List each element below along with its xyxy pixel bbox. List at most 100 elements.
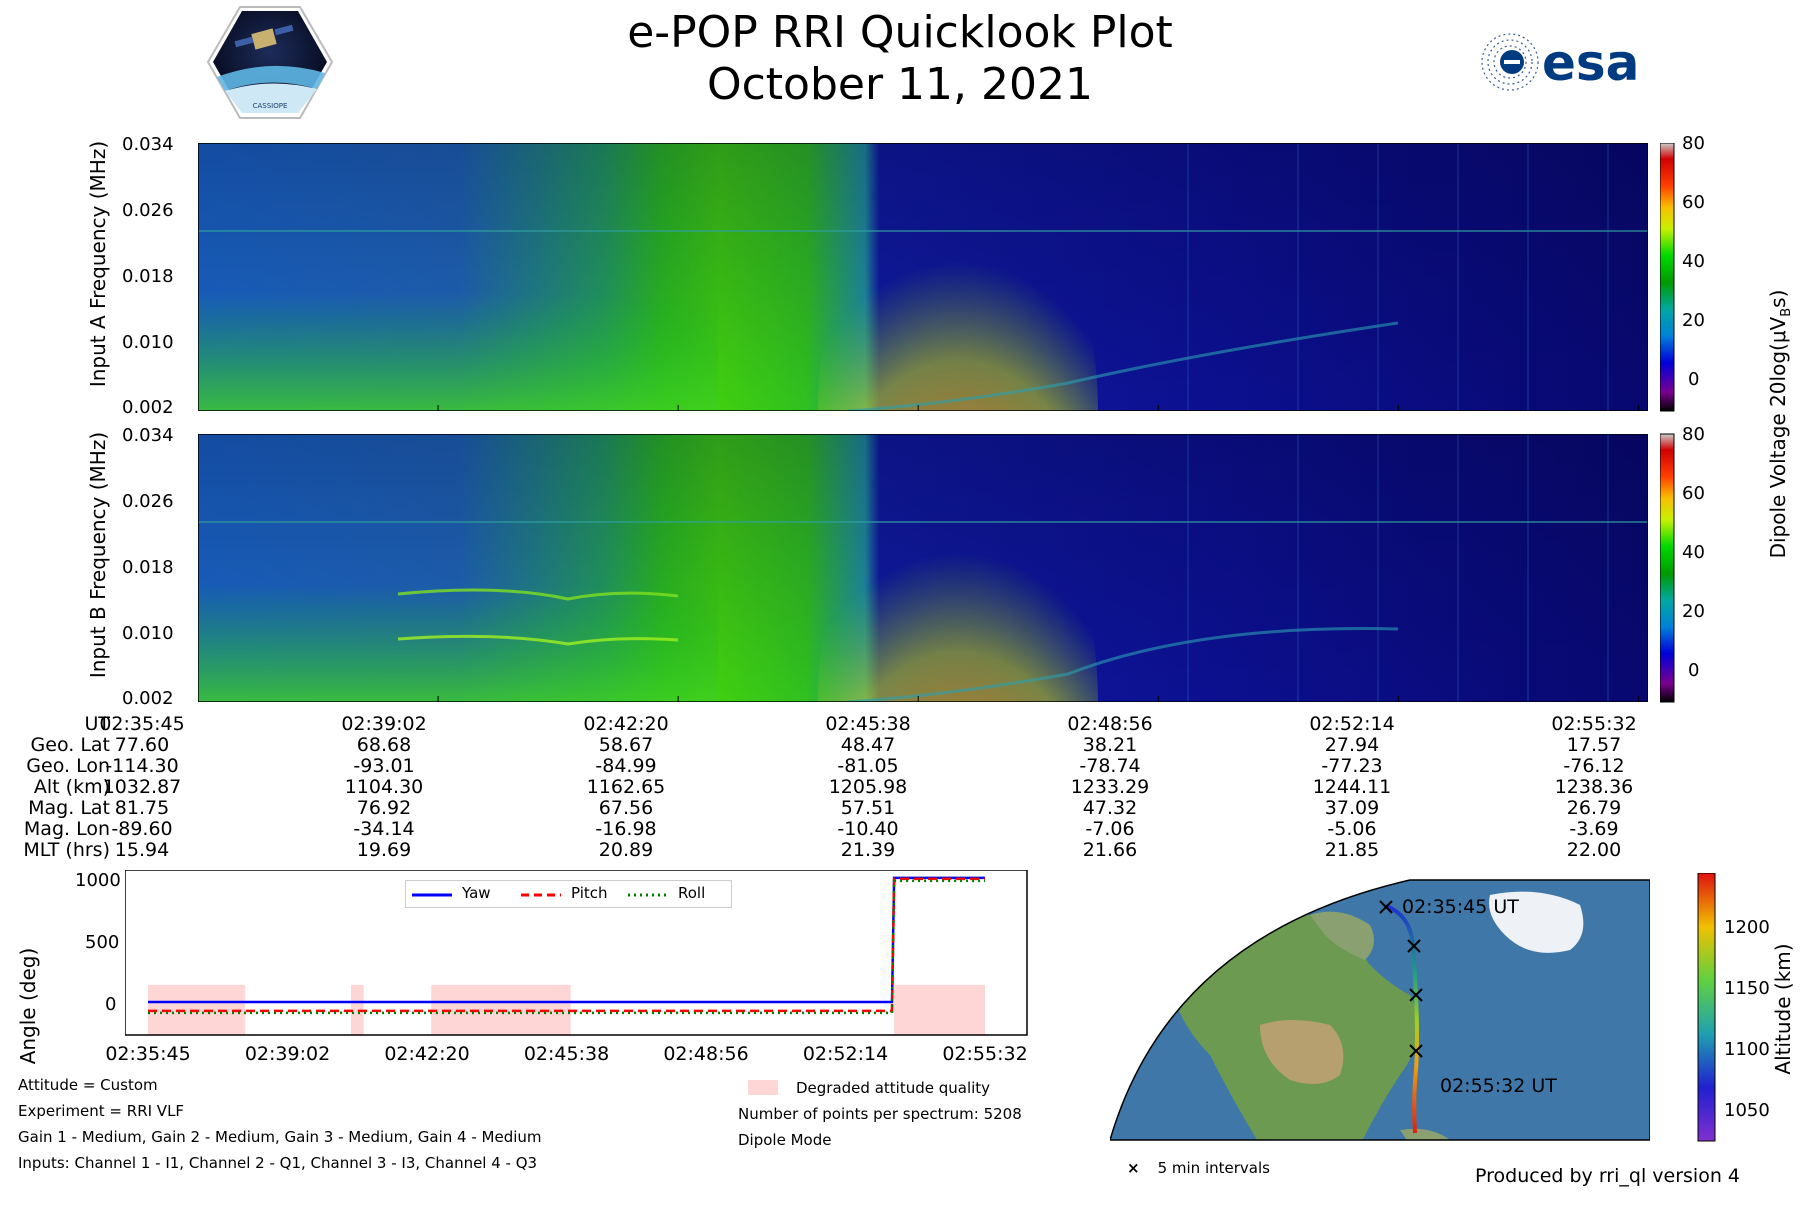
legend-roll-swatch — [628, 893, 668, 897]
ephemeris-column: 02:55:32 17.57 -76.12 1238.36 26.79 -3.69 22.0… — [1524, 714, 1664, 861]
colorbar — [1660, 143, 1675, 703]
ytick-b-3: 0.010 — [122, 623, 174, 644]
eph-label-alt: Alt (km) — [33, 776, 110, 798]
info-left: Attitude = Custom Experiment = RRI VLF G… — [18, 1072, 542, 1176]
ephemeris-cell: -5.06 — [1327, 818, 1377, 840]
attitude-chart — [125, 870, 1028, 1036]
cbar-a-tick-0: 80 — [1682, 133, 1705, 154]
ephemeris-table: UT Geo. Lat Geo. Lon Alt (km) Mag. Lat M… — [0, 714, 1800, 864]
ephemeris-column: 02:52:14 27.94 -77.23 1244.11 37.09 -5.06 21.8… — [1282, 714, 1422, 861]
degraded-label: Degraded attitude quality — [796, 1079, 991, 1097]
ephemeris-cell: -89.60 — [111, 818, 173, 840]
ephemeris-cell: 37.09 — [1324, 797, 1380, 819]
attitude-xtick: 02:52:14 — [802, 1043, 889, 1065]
ephemeris-cell: 21.85 — [1324, 839, 1380, 861]
legend-pitch-swatch — [521, 893, 561, 897]
ytick-a-2: 0.018 — [122, 266, 174, 287]
eph-label-geo-lat: Geo. Lat — [30, 734, 110, 756]
series-pitch-line — [148, 877, 985, 1013]
map-start-label: 02:35:45 UT — [1402, 896, 1519, 918]
ephemeris-cell: 68.68 — [356, 734, 412, 756]
ephemeris-cell: 22.00 — [1566, 839, 1622, 861]
orbit-map — [1110, 879, 1650, 1141]
colorbar-label-end: s) — [1766, 289, 1790, 308]
ephemeris-cell: 47.32 — [1082, 797, 1138, 819]
ephemeris-column: 02:39:02 68.68 -93.01 1104.30 76.92 -34.14 19.… — [314, 714, 454, 861]
ephemeris-cell: 19.69 — [356, 839, 412, 861]
ephemeris-cell: 58.67 — [598, 734, 654, 756]
spectrogram-a — [198, 143, 1648, 411]
ephemeris-cell: -78.74 — [1079, 755, 1141, 777]
ephemeris-cell: 77.60 — [114, 734, 170, 756]
degraded-spans — [148, 984, 985, 1035]
alt-tick-2: 1100 — [1724, 1039, 1770, 1060]
ephemeris-cell: 17.57 — [1566, 734, 1622, 756]
ephemeris-cell: -81.05 — [837, 755, 899, 777]
ephemeris-cell: 67.56 — [598, 797, 654, 819]
ephemeris-cell: 02:48:56 — [1067, 713, 1153, 735]
alt-tick-3: 1050 — [1724, 1100, 1770, 1121]
cbar-b-tick-4: 0 — [1688, 660, 1700, 681]
info-experiment: Experiment = RRI VLF — [18, 1102, 185, 1120]
ephemeris-cell: 26.79 — [1566, 797, 1622, 819]
ephemeris-cell: -76.12 — [1563, 755, 1625, 777]
ephemeris-cell: 76.92 — [356, 797, 412, 819]
attitude-frame — [125, 870, 1028, 1036]
info-points: Number of points per spectrum: 5208 — [738, 1105, 1022, 1123]
ytick-b-2: 0.018 — [122, 557, 174, 578]
attitude-xtick: 02:42:20 — [384, 1043, 470, 1065]
cassiope-logo: CASSIOPE — [206, 6, 334, 119]
series-roll-line — [148, 879, 985, 1015]
cbar-a-tick-2: 40 — [1682, 251, 1705, 272]
attitude-ytick-0: 1000 — [75, 870, 121, 891]
attitude-legend: Yaw Pitch Roll — [405, 880, 732, 908]
cbar-b-tick-2: 40 — [1682, 542, 1705, 563]
map-interval-legend: × 5 min intervals — [1127, 1159, 1270, 1177]
ephemeris-cell: 27.94 — [1324, 734, 1380, 756]
altitude-colorbar — [1697, 873, 1716, 1142]
info-mode: Dipole Mode — [738, 1131, 832, 1149]
ephemeris-column: 02:35:45 77.60 -114.30 1032.87 81.75 -89.60 15… — [72, 714, 212, 861]
ephemeris-cell: -16.98 — [595, 818, 657, 840]
ephemeris-column: 02:45:38 48.47 -81.05 1205.98 57.51 -10.40 21.… — [798, 714, 938, 861]
attitude-xtick: 02:35:45 — [105, 1043, 191, 1065]
ephemeris-cell: 48.47 — [840, 734, 896, 756]
attitude-xtick: 02:48:56 — [663, 1043, 749, 1065]
interval-markers — [1379, 900, 1423, 1058]
ephemeris-cell: -84.99 — [595, 755, 657, 777]
ephemeris-column: 02:48:56 38.21 -78.74 1233.29 47.32 -7.06 21.6… — [1040, 714, 1180, 861]
ephemeris-cell: 02:35:45 — [99, 713, 185, 735]
ephemeris-cell: 1238.36 — [1554, 776, 1634, 798]
interval-legend-label: 5 min intervals — [1157, 1159, 1270, 1177]
ephemeris-cell: -10.40 — [837, 818, 899, 840]
spectrogram-a-streaks — [1187, 143, 1609, 411]
map-end-label: 02:55:32 UT — [1440, 1075, 1557, 1097]
ephemeris-cell: 02:39:02 — [341, 713, 427, 735]
alt-tick-1: 1150 — [1724, 978, 1770, 999]
ephemeris-cell: -3.69 — [1569, 818, 1619, 840]
colorbar-label-sub: B — [1779, 307, 1794, 317]
ephemeris-column: 02:42:20 58.67 -84.99 1162.65 67.56 -16.98 20.… — [556, 714, 696, 861]
ytick-a-4: 0.002 — [122, 397, 174, 418]
ephemeris-cell: 81.75 — [114, 797, 170, 819]
ytick-b-4: 0.002 — [122, 688, 174, 709]
ephemeris-cell: 57.51 — [840, 797, 896, 819]
cbar-a-tick-1: 60 — [1682, 192, 1705, 213]
ephemeris-cell: 02:55:32 — [1551, 713, 1637, 735]
title-line2: October 11, 2021 — [706, 59, 1093, 110]
attitude-xticks: 02:35:45 02:39:02 02:42:20 02:45:38 02:48:56… — [105, 1043, 1045, 1073]
info-right: Degraded attitude quality Number of poin… — [738, 1075, 1022, 1153]
esa-logo-text: esa — [1542, 34, 1639, 92]
ephemeris-cell: 02:45:38 — [825, 713, 911, 735]
ephemeris-cell: 1032.87 — [102, 776, 182, 798]
cbar-b-tick-1: 60 — [1682, 483, 1705, 504]
ytick-a-3: 0.010 — [122, 332, 174, 353]
spectrogram-b-ylabel: Input B Frequency (MHz) — [86, 431, 110, 679]
ephemeris-cell: -7.06 — [1085, 818, 1135, 840]
altitude-label: Altitude (km) — [1771, 943, 1795, 1075]
degraded-span — [350, 984, 364, 1035]
footer-credit: Produced by rri_ql version 4 — [1475, 1165, 1740, 1187]
ephemeris-cell: -93.01 — [353, 755, 415, 777]
cbar-a-tick-4: 0 — [1688, 369, 1700, 390]
colorbar-label: Dipole Voltage 20log(μVBs) — [1766, 274, 1794, 574]
